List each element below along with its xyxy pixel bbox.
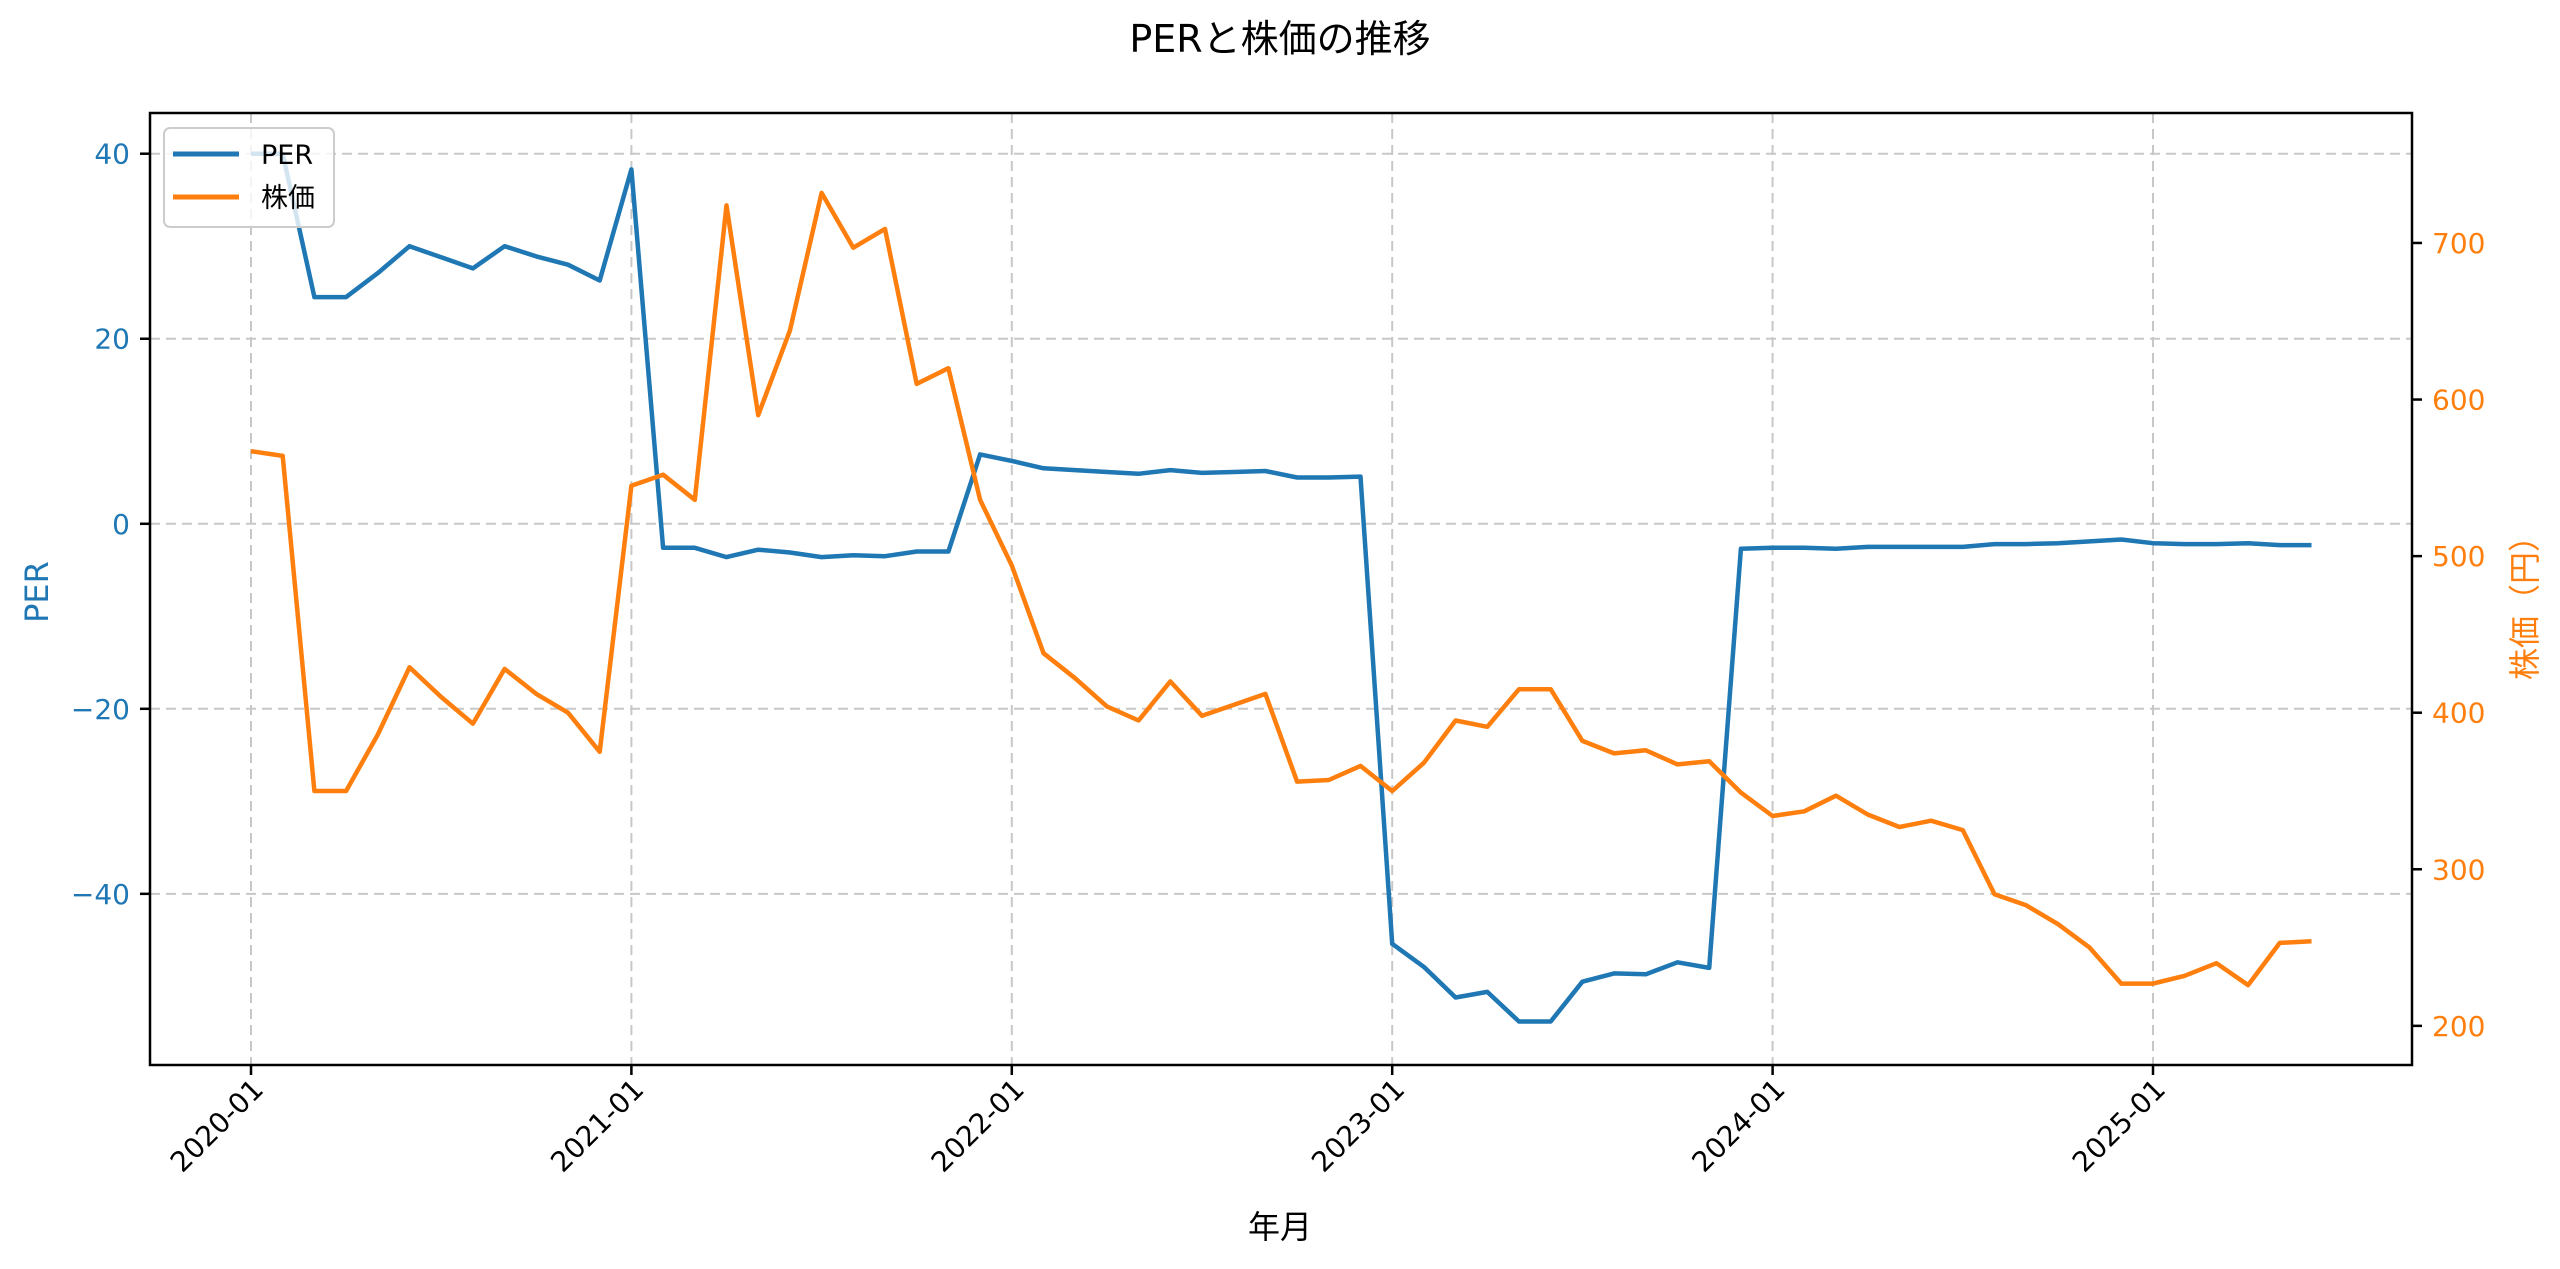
right-y-tick-label: 200 — [2432, 1010, 2485, 1043]
left-y-tick-label: 20 — [94, 323, 130, 356]
right-y-tick-label: 400 — [2432, 697, 2485, 730]
right-y-axis-ticks: 700 600 500 400 300 200 — [2412, 227, 2485, 1043]
left-y-tick-label: 0 — [112, 508, 130, 541]
left-y-tick-label: −40 — [71, 878, 130, 911]
chart-title: PERと株価の推移 — [1129, 17, 1430, 61]
left-y-axis-label: PER — [18, 561, 56, 623]
x-axis-label: 年月 — [1248, 1208, 1312, 1246]
x-tick-label: 2022-01 — [925, 1073, 1031, 1179]
per-series-line — [251, 151, 2312, 1024]
right-y-tick-label: 500 — [2432, 540, 2485, 573]
x-axis-ticks: 2020-01 2021-01 2022-01 2023-01 2024-01 2025-… — [164, 1065, 2172, 1179]
left-y-axis-ticks: 40 20 0 −20 −40 — [71, 138, 150, 911]
left-y-tick-label: −20 — [71, 693, 130, 726]
legend-per-label: PER — [261, 140, 313, 171]
x-tick-label: 2021-01 — [544, 1073, 650, 1179]
legend-price-label: 株価 — [261, 183, 315, 214]
x-tick-label: 2025-01 — [2066, 1073, 2172, 1179]
x-tick-label: 2023-01 — [1305, 1073, 1411, 1179]
left-y-tick-label: 40 — [94, 138, 130, 171]
x-tick-label: 2024-01 — [1685, 1073, 1791, 1179]
right-y-axis-label: 株価（円） — [2506, 520, 2544, 680]
plot-frame — [148, 111, 2414, 1067]
right-y-tick-label: 600 — [2432, 384, 2485, 417]
grid-lines — [150, 113, 2412, 1065]
price-series-line — [250, 190, 2312, 988]
right-y-tick-label: 700 — [2432, 227, 2485, 260]
legend: PER 株価 — [163, 127, 335, 228]
series-lines — [250, 151, 2312, 1024]
x-tick-label: 2020-01 — [164, 1073, 270, 1179]
right-y-tick-label: 300 — [2432, 853, 2485, 886]
